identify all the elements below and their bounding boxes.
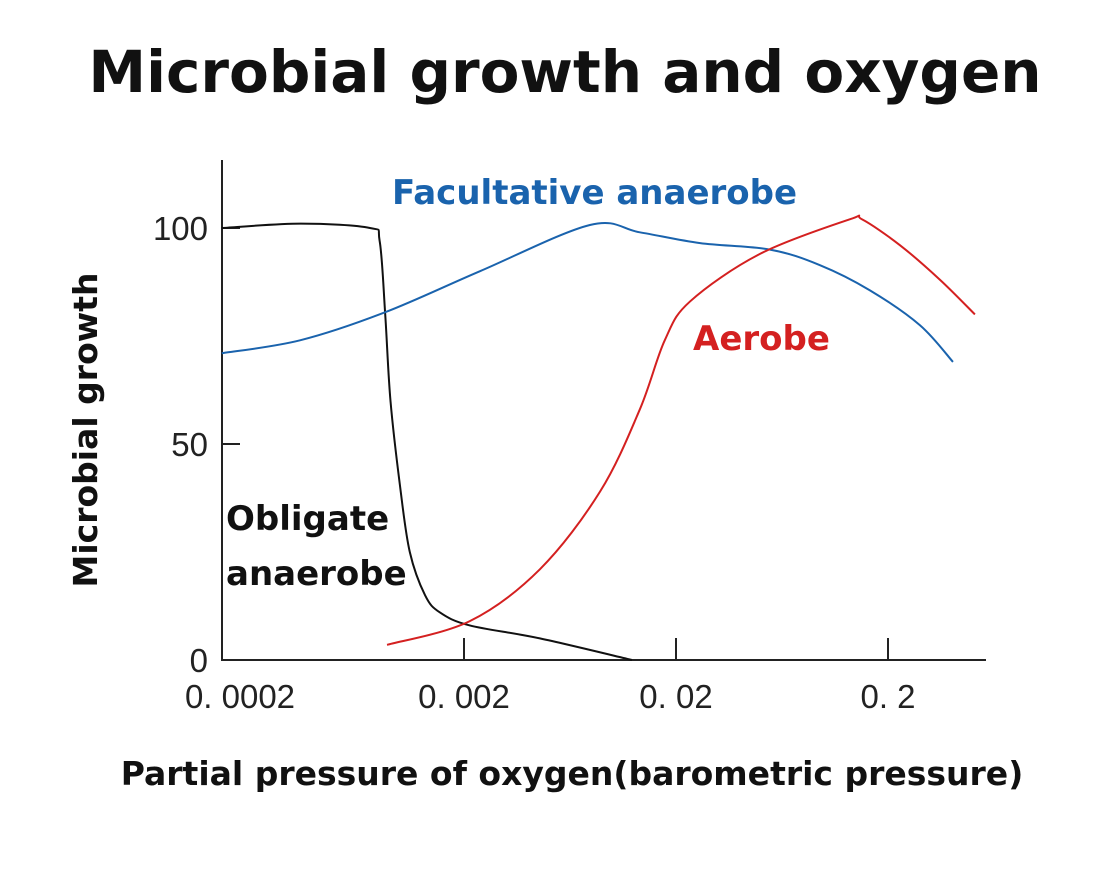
series-label: Facultative anaerobe [392, 173, 797, 213]
y-axis-label: Microbial growth [66, 273, 105, 588]
series-line-aerobe [386, 214, 976, 646]
y-tick-label: 0 [190, 642, 208, 679]
series-line-facultative-anaerobe [221, 221, 954, 363]
series-line-obligate-anaerobe [221, 222, 633, 661]
chart-title: Microbial growth and oxygen [88, 38, 1041, 106]
series-label: Obligate [226, 499, 389, 539]
x-axis-label: Partial pressure of oxygen(barometric pr… [121, 754, 1024, 793]
x-tick-label: 0. 02 [639, 678, 712, 715]
y-tick-label: 100 [153, 210, 208, 247]
series-label: Aerobe [693, 319, 830, 359]
x-tick-label: 0. 0002 [185, 678, 295, 715]
y-tick-label: 50 [171, 426, 208, 463]
x-tick-label: 0. 002 [418, 678, 510, 715]
series-label: anaerobe [226, 554, 407, 594]
x-tick-label: 0. 2 [860, 678, 915, 715]
